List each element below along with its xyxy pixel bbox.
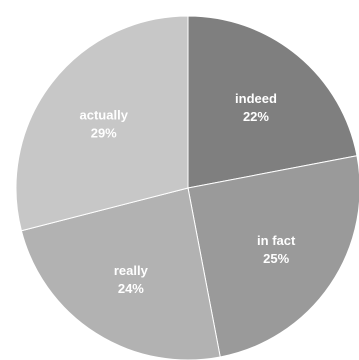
slice-category-label: really: [114, 263, 149, 278]
slice-percent-label: 24%: [118, 281, 144, 296]
pie-slice-in-fact: [187, 155, 359, 358]
pie-slice-indeed: [187, 15, 358, 189]
slice-percent-label: 29%: [91, 126, 117, 141]
slice-category-label: actually: [80, 108, 129, 123]
slice-percent-label: 25%: [263, 251, 289, 266]
slice-category-label: indeed: [235, 91, 277, 106]
pie-slice-actually: [15, 15, 189, 232]
pie-slices: [15, 15, 359, 360]
pie-labels: indeed 22% in fact 25% really 24% actually 29%: [80, 91, 296, 296]
slice-percent-label: 22%: [243, 109, 269, 124]
slice-category-label: in fact: [257, 233, 296, 248]
